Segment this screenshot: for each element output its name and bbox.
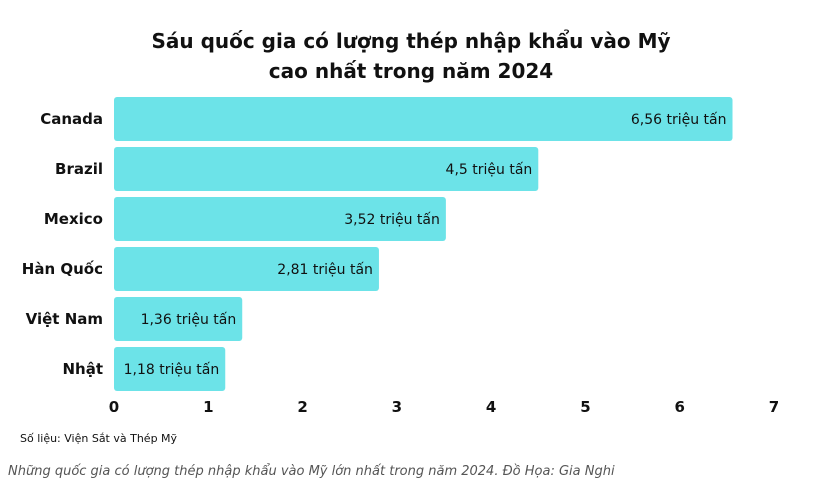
value-label-canada: 6,56 triệu tấn bbox=[631, 112, 727, 128]
x-axis: 0 1 2 3 4 5 6 7 bbox=[109, 398, 779, 416]
chart-title-line-2: cao nhất trong năm 2024 bbox=[269, 59, 553, 83]
x-tick-label: 3 bbox=[392, 398, 402, 416]
chart-title-line-1: Sáu quốc gia có lượng thép nhập khẩu vào… bbox=[151, 29, 670, 53]
x-tick-label: 0 bbox=[109, 398, 119, 416]
x-tick-label: 6 bbox=[674, 398, 684, 416]
category-label-brazil: Brazil bbox=[55, 160, 103, 178]
x-tick-label: 2 bbox=[297, 398, 307, 416]
x-tick-label: 5 bbox=[580, 398, 590, 416]
bar-nhat bbox=[114, 347, 226, 391]
bar-han-quoc bbox=[114, 247, 379, 291]
value-label-han-quoc: 2,81 triệu tấn bbox=[277, 262, 373, 278]
image-caption: Những quốc gia có lượng thép nhập khẩu v… bbox=[8, 464, 615, 479]
bar-mexico bbox=[114, 197, 446, 241]
value-label-viet-nam: 1,36 triệu tấn bbox=[141, 312, 237, 328]
bar-viet-nam bbox=[114, 297, 243, 341]
bar-brazil bbox=[114, 147, 539, 191]
category-label-nhat: Nhật bbox=[62, 360, 103, 378]
source-note: Số liệu: Viện Sắt và Thép Mỹ bbox=[20, 432, 178, 445]
value-label-brazil: 4,5 triệu tấn bbox=[446, 162, 533, 178]
category-label-han-quoc: Hàn Quốc bbox=[22, 259, 103, 278]
bar-canada bbox=[114, 97, 733, 141]
category-label-viet-nam: Việt Nam bbox=[26, 310, 103, 328]
bars-group: Canada 6,56 triệu tấn Brazil 4,5 triệu tấn M… bbox=[22, 97, 733, 391]
category-label-canada: Canada bbox=[40, 110, 103, 128]
value-label-nhat: 1,18 triệu tấn bbox=[124, 362, 220, 378]
value-label-mexico: 3,52 triệu tấn bbox=[344, 212, 440, 228]
category-label-mexico: Mexico bbox=[44, 210, 103, 228]
x-tick-label: 7 bbox=[769, 398, 779, 416]
x-tick-label: 4 bbox=[486, 398, 496, 416]
x-tick-label: 1 bbox=[203, 398, 213, 416]
